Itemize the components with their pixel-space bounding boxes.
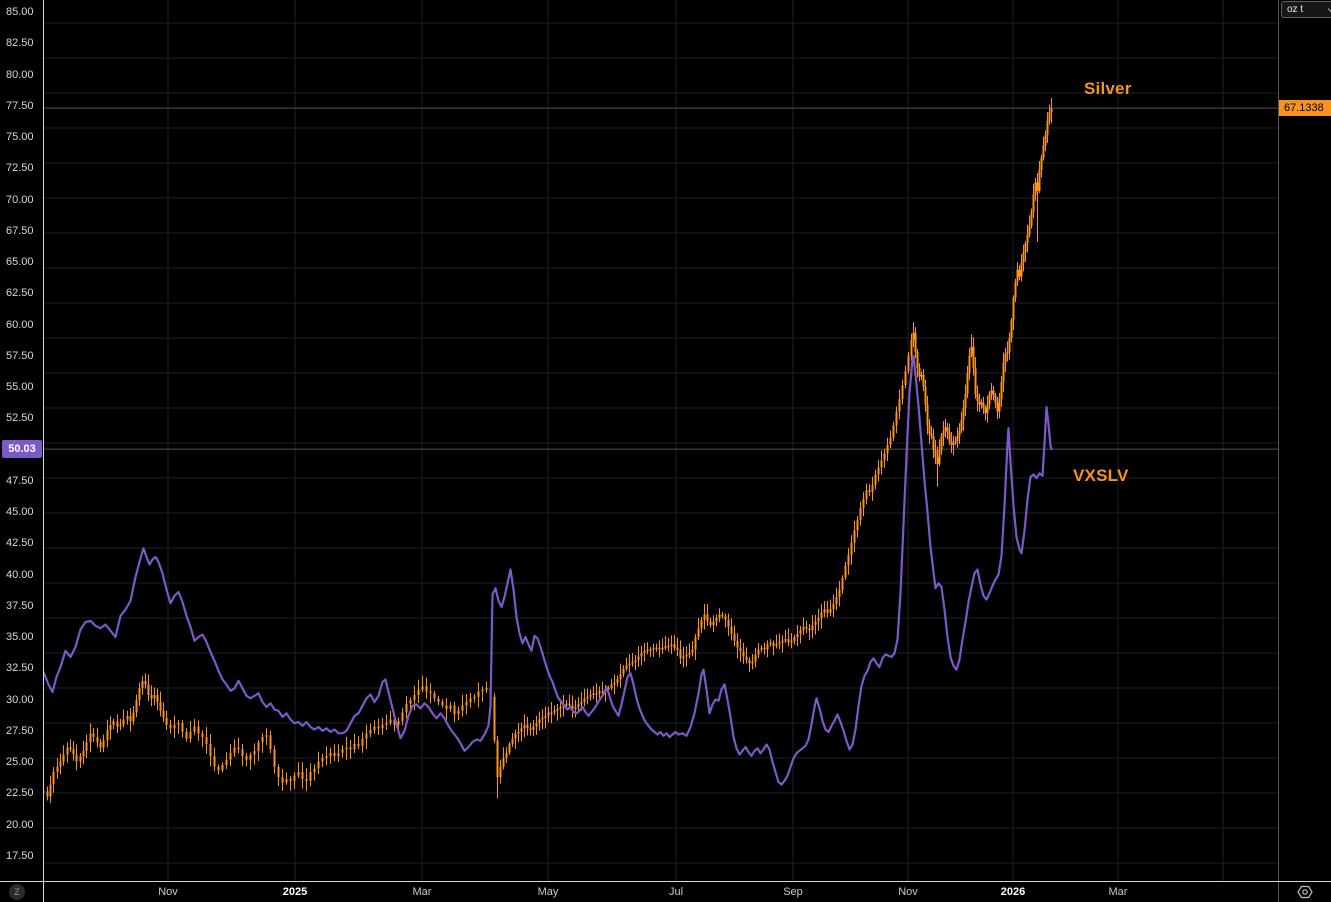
unit-selector-value: oz t [1287,4,1304,15]
vxslv-last-value: 50.03 [8,443,36,456]
unit-selector-dropdown[interactable]: oz t [1281,1,1331,18]
left-axis-label: 35.00 [6,631,34,643]
time-axis-label: Nov [158,886,178,898]
silver-series-label: Silver [1084,79,1132,98]
left-axis-label: 32.50 [6,662,34,675]
left-axis-label: 65.00 [6,256,34,268]
left-axis-label: 47.50 [6,474,34,487]
time-axis-label: May [537,886,559,898]
settings-hexagon-icon [1297,885,1313,899]
left-axis-border [43,0,44,902]
left-axis-label: 57.50 [6,349,34,362]
time-axis[interactable]: Nov 2025 Mar May Jul Sep Nov 2026 Mar [0,882,1331,902]
left-axis-label: 17.50 [6,849,34,862]
left-axis-label: 52.50 [6,412,34,425]
left-axis-label: 42.50 [6,537,34,550]
left-axis-label: 85.00 [6,6,34,18]
left-axis-label: 75.00 [6,131,34,143]
timezone-button[interactable]: Z [9,884,25,900]
left-axis-label: 30.00 [6,693,34,706]
left-axis-label: 67.50 [6,224,34,237]
silver-last-price-badge: 67.1338 [1279,100,1331,117]
left-axis-label: 72.50 [6,162,34,175]
left-axis-label: 80.00 [6,68,34,81]
left-axis-label: 37.50 [6,599,34,612]
left-axis-label: 62.50 [6,287,34,300]
time-axis-label: 2025 [282,886,308,898]
right-axis-border [1278,0,1279,902]
chevron-down-icon [1327,7,1331,12]
vxslv-last-value-badge: 50.03 [2,440,42,459]
left-axis-label: 60.00 [6,318,34,331]
left-axis-label: 20.00 [6,818,34,831]
price-chart-plot[interactable] [0,0,1278,881]
time-axis-label: Mar [1108,886,1128,898]
timezone-button-label: Z [14,887,20,897]
time-axis-border [0,881,1331,882]
vxslv-series-label: VXSLV [1073,466,1129,485]
left-axis-label: 40.00 [6,568,34,581]
time-axis-label: 2026 [1000,886,1026,898]
right-price-axis[interactable]: 70.000068.000066.000064.000062.000060.00… [1279,0,1331,881]
left-axis-label: 25.00 [6,756,34,768]
left-axis-label: 45.00 [6,506,34,518]
time-axis-label: Nov [898,886,918,898]
time-axis-label: Sep [783,886,803,898]
left-axis-label: 70.00 [6,193,34,206]
time-axis-label: Mar [412,886,432,898]
left-axis-label: 55.00 [6,381,34,393]
left-axis-label: 82.50 [6,37,34,50]
left-axis-label: 77.50 [6,99,34,112]
silver-last-price: 67.1338 [1284,102,1324,115]
left-axis-label: 27.50 [6,724,34,737]
left-axis-label: 22.50 [6,787,34,800]
time-axis-label: Jul [668,886,684,898]
axis-settings-corner[interactable] [1279,882,1331,902]
